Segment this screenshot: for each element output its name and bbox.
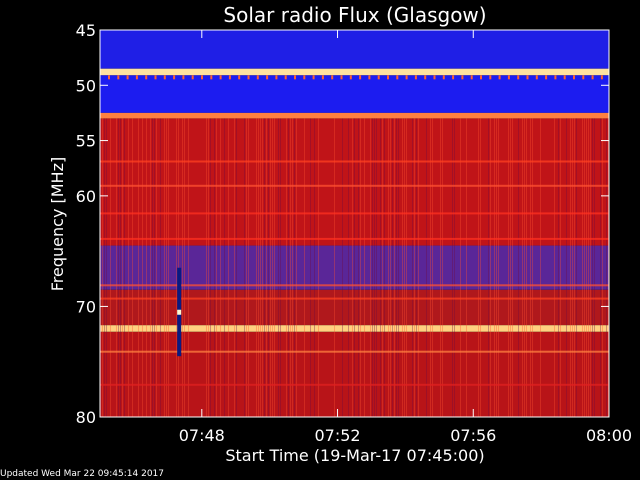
y-tick-label: 50 — [76, 76, 96, 95]
emission-streaks — [100, 160, 609, 386]
chart-title: Solar radio Flux (Glasgow) — [223, 3, 486, 27]
frequency-band-0 — [100, 30, 609, 69]
x-tick-label: 08:00 — [586, 426, 632, 445]
y-axis-label: Frequency [MHz] — [48, 157, 67, 291]
frequency-band-2 — [100, 75, 609, 113]
y-tick-label: 55 — [76, 132, 96, 151]
frequency-band-5 — [100, 245, 609, 290]
frequency-band-3 — [100, 112, 609, 119]
band-ticks — [108, 75, 603, 80]
x-tick-label: 07:48 — [179, 426, 225, 445]
updated-timestamp: Updated Wed Mar 22 09:45:14 2017 — [0, 469, 164, 479]
noise-texture — [100, 118, 609, 417]
x-axis-label: Start Time (19-Mar-17 07:45:00) — [225, 446, 484, 465]
frequency-band-8 — [100, 331, 609, 417]
plot-frame — [99, 29, 610, 418]
y-tick-label: 80 — [76, 408, 96, 427]
x-ticks: 07:48 07:52 07:56 08:00 — [179, 30, 632, 445]
x-tick-label: 07:56 — [450, 426, 496, 445]
y-ticks: 45 50 55 60 70 80 — [76, 21, 609, 427]
frequency-band-1 — [100, 68, 609, 76]
artifact-spot — [177, 309, 182, 315]
frequency-band-6 — [100, 289, 609, 326]
frequency-band-4 — [100, 118, 609, 246]
y-tick-label: 45 — [76, 21, 96, 40]
plot-area — [100, 30, 609, 417]
y-tick-label: 60 — [76, 187, 96, 206]
frequency-band-7 — [100, 325, 609, 332]
x-tick-label: 07:52 — [314, 426, 360, 445]
y-tick-label: 70 — [76, 297, 96, 316]
